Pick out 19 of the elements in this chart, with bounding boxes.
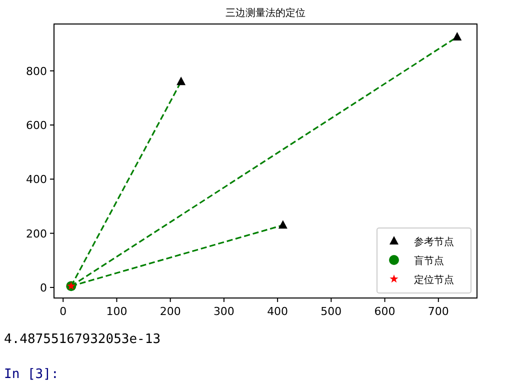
x-tick-label: 700	[428, 305, 449, 318]
legend-label: 参考节点	[414, 236, 454, 248]
x-tick-label: 500	[320, 305, 342, 318]
legend-label: 定位节点	[414, 274, 454, 286]
y-tick-label: 800	[26, 64, 47, 78]
x-tick-label: 0	[60, 305, 67, 318]
y-tick-label: 400	[26, 173, 47, 186]
text: 4.48755167932053e-13	[4, 332, 161, 347]
x-tick-label: 400	[267, 305, 288, 318]
y-tick-label: 600	[26, 118, 47, 132]
y-tick-label: 0	[40, 281, 47, 294]
x-tick-label: 300	[213, 305, 234, 318]
legend-label: 盲节点	[414, 255, 444, 267]
x-tick-label: 100	[106, 305, 128, 318]
y-tick-label: 200	[26, 227, 47, 240]
x-tick-label: 600	[374, 305, 396, 318]
chart-title: 三边测量法的定位	[226, 7, 306, 19]
text: In [3]:	[4, 367, 59, 382]
x-tick-label: 200	[160, 305, 181, 318]
